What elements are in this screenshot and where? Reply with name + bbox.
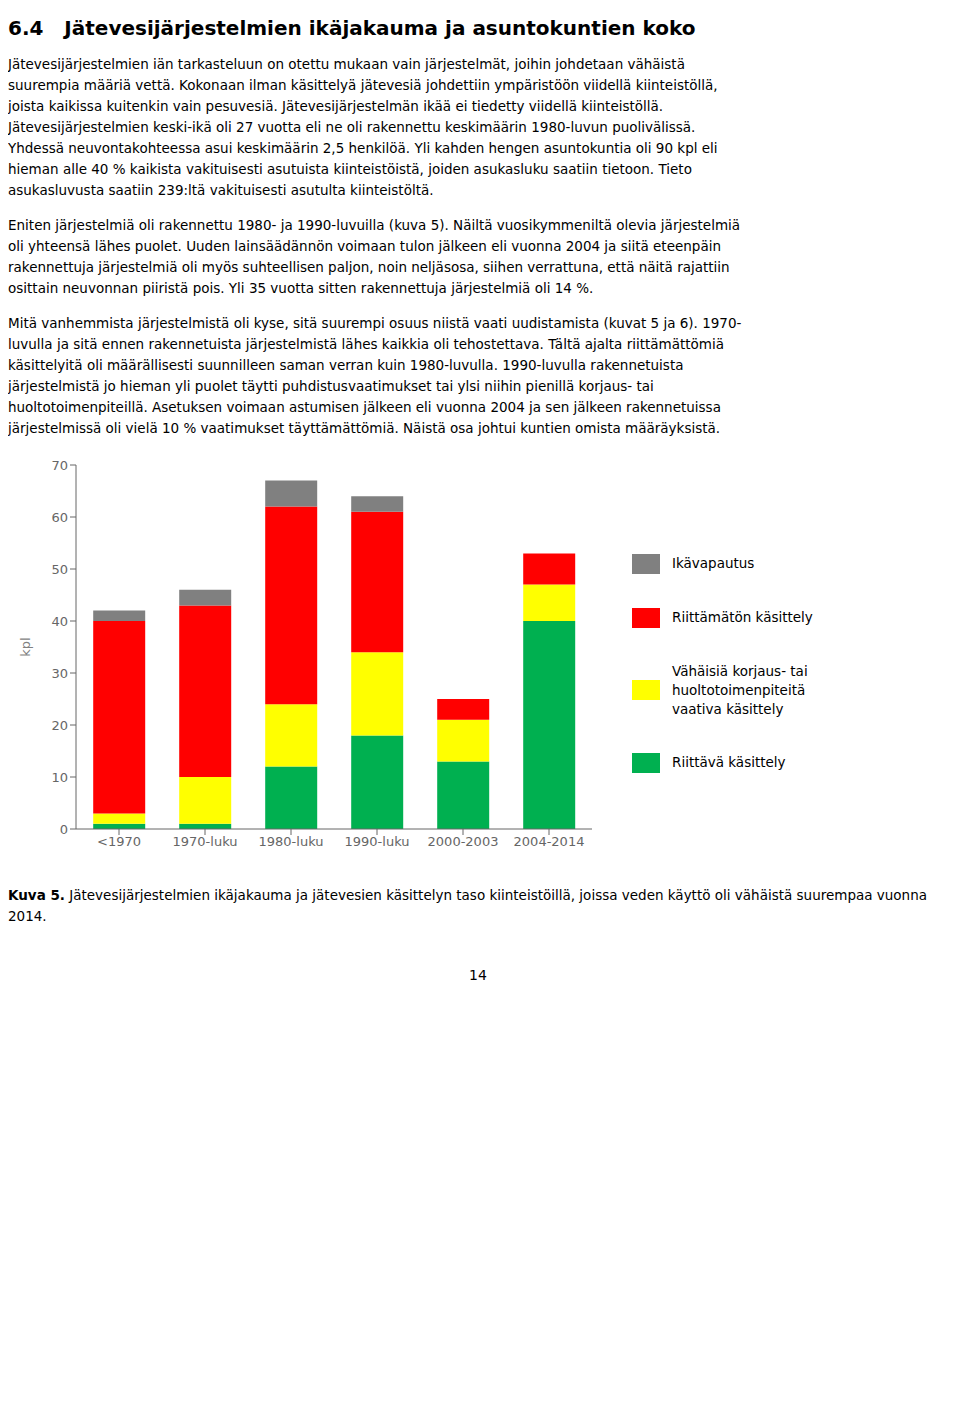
svg-text:20: 20 — [51, 718, 68, 733]
html-text:Riittämätön käsittely: Riittämätön käsittely — [672, 609, 813, 625]
html-text:Jätevesijärjestelmien iän tark: Jätevesijärjestelmien iän tarkasteluun o… — [8, 56, 685, 72]
html-text:osittain neuvonnan piiristä po: osittain neuvonnan piiristä pois. Yli 35… — [8, 280, 594, 296]
html-text:joista kaikissa kuitenkin vain: joista kaikissa kuitenkin vain pesuvesiä… — [8, 98, 664, 114]
svg-text:0: 0 — [60, 822, 68, 837]
html-text:hieman alle 40 % kaikista vaki: hieman alle 40 % kaikista vakituisesti a… — [8, 161, 692, 177]
html-text:Ikävapautus: Ikävapautus — [672, 555, 755, 571]
html-text:käsittelyitä oli määrällisesti: käsittelyitä oli määrällisesti suunnille… — [8, 357, 684, 373]
svg-text:2004-2014: 2004-2014 — [514, 834, 585, 849]
html-text:Yhdessä neuvontakohteessa asui: Yhdessä neuvontakohteessa asui keskimäär… — [8, 140, 718, 156]
html-text:huoltotoimenpiteillä. Asetukse: huoltotoimenpiteillä. Asetuksen voimaan … — [8, 399, 721, 415]
svg-text:1970-luku: 1970-luku — [173, 834, 238, 849]
svg-text:1990-luku: 1990-luku — [345, 834, 410, 849]
html-text:oli yhteensä lähes puolet. Uud: oli yhteensä lähes puolet. Uuden lainsää… — [8, 238, 721, 254]
svg-text:40: 40 — [51, 614, 68, 629]
html-text:rakennettuja järjestelmiä oli: rakennettuja järjestelmiä oli myös suhte… — [8, 259, 730, 275]
svg-text:50: 50 — [51, 562, 68, 577]
html-text:järjestelmissä oli vielä 10 %: järjestelmissä oli vielä 10 % vaatimukse… — [8, 420, 721, 436]
html-text:Kuva 5. Jätevesijärjestelmien: Kuva 5. Jätevesijärjestelmien ikäjakauma… — [8, 887, 927, 924]
html-text:Riittävä käsittely: Riittävä käsittely — [672, 754, 786, 770]
html-text:huoltotoimenpiteitä: huoltotoimenpiteitä — [672, 681, 806, 698]
html-text:6.4 Jätevesijärjestelmien ikäj: 6.4 Jätevesijärjestelmien ikäjakauma ja … — [8, 16, 696, 40]
html-text:luvulla ja sitä ennen rakennet: luvulla ja sitä ennen rakennetuista järj… — [8, 336, 724, 352]
svg-text:60: 60 — [51, 510, 68, 525]
html-text:vaativa käsittely: vaativa käsittely — [672, 700, 784, 717]
html-text:asukasluvusta saatiin 239:ltä: asukasluvusta saatiin 239:ltä vakituises… — [8, 182, 434, 198]
svg-text:<1970: <1970 — [97, 834, 141, 849]
html-text:Vähäisiä korjaus- tai: Vähäisiä korjaus- tai — [672, 662, 808, 679]
html-text:14: 14 — [469, 967, 487, 983]
svg-text:30: 30 — [51, 666, 68, 681]
html-text:Eniten järjestelmiä oli rakenn: Eniten järjestelmiä oli rakennettu 1980-… — [8, 217, 741, 233]
svg-text:70: 70 — [51, 458, 68, 473]
svg-text:kpl: kpl — [18, 637, 33, 656]
html-text:järjestelmistä jo hieman yli p: järjestelmistä jo hieman yli puolet täyt… — [8, 378, 654, 394]
html-text:Mitä vanhemmista järjestelmist: Mitä vanhemmista järjestelmistä oli kyse… — [8, 315, 742, 331]
svg-text:1980-luku: 1980-luku — [259, 834, 324, 849]
html-text:suurempia määriä vettä. Kokona: suurempia määriä vettä. Kokonaan ilman k… — [8, 77, 718, 93]
html-text:Jätevesijärjestelmien keski-ik: Jätevesijärjestelmien keski-ikä oli 27 v… — [8, 119, 696, 135]
svg-text:10: 10 — [51, 770, 68, 785]
svg-text:2000-2003: 2000-2003 — [428, 834, 499, 849]
